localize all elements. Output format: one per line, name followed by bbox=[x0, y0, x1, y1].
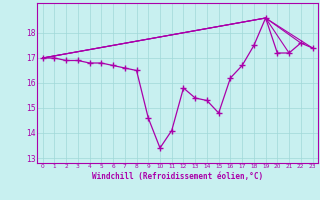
X-axis label: Windchill (Refroidissement éolien,°C): Windchill (Refroidissement éolien,°C) bbox=[92, 172, 263, 181]
